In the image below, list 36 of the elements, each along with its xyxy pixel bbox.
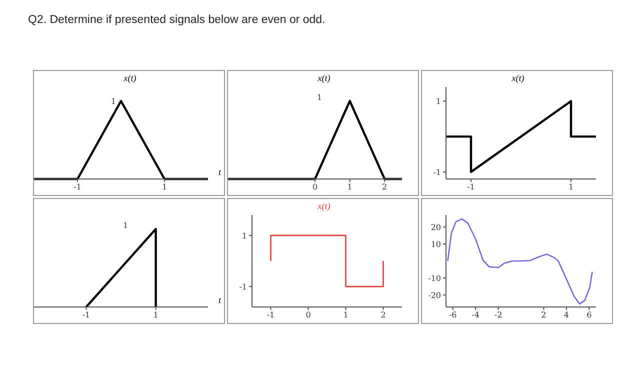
annotation: 1 (110, 96, 116, 106)
y-axis-title: x(t) (510, 73, 526, 83)
x-tick-label: -1 (74, 182, 82, 192)
y-axis-title: x(t) (316, 201, 332, 211)
x-tick-label: 1 (347, 182, 352, 192)
annotation: 1 (317, 93, 322, 102)
y-tick-label: 10 (430, 240, 441, 249)
x-tick-label: 2 (380, 310, 386, 320)
x-tick-label: -1 (467, 182, 475, 192)
y-axis-title: x(t) (122, 73, 138, 83)
x-tick-label: -2 (494, 310, 502, 320)
y-tick-label: -1 (433, 168, 441, 177)
x-tick-label: -4 (472, 310, 480, 320)
x-tick-label: 1 (343, 310, 348, 320)
y-tick-label: 20 (430, 222, 441, 232)
y-axis-title: x(t) (316, 73, 332, 83)
y-tick-label: -10 (428, 274, 441, 283)
x-tick-label: -1 (266, 310, 275, 320)
x-tick-label: 2 (382, 182, 388, 192)
x-tick-label: -6 (448, 310, 457, 320)
x-tick-label: 1 (153, 310, 158, 320)
x-tick-label: 1 (568, 182, 574, 192)
x-tick-label: 4 (564, 310, 569, 320)
line-series (447, 218, 593, 305)
annotation: 1 (123, 221, 128, 230)
x-tick-label: 1 (162, 182, 168, 192)
x-axis-title: t (218, 167, 221, 177)
y-tick-label: 1 (436, 96, 441, 106)
x-tick-label: 0 (312, 182, 318, 192)
x-tick-label: -1 (82, 310, 90, 320)
x-tick-label: 0 (306, 310, 311, 320)
x-axis-title: t (218, 295, 221, 305)
x-tick-label: 6 (586, 310, 592, 320)
x-tick-label: 2 (541, 310, 546, 320)
chart-title: Q2. Determine if presented signals below are even or odd. (28, 14, 326, 26)
y-tick-label: -20 (428, 290, 441, 300)
